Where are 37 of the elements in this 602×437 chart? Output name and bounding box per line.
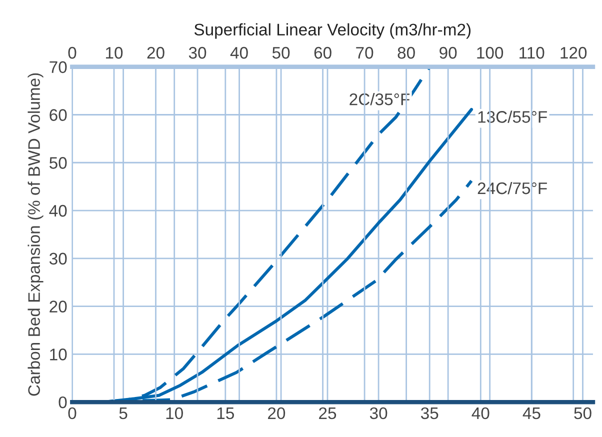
y-tick-label: 20 [50, 300, 67, 312]
x2-tick-label: 0 [68, 46, 76, 59]
x-tick-label: 45 [522, 408, 540, 420]
x-tick-label: 5 [119, 408, 128, 420]
x2-tick-label: 90 [440, 46, 457, 59]
x-tick-label: 25 [319, 407, 336, 420]
x2-tick-label: 100 [477, 46, 504, 59]
x-tick-label: 30 [370, 407, 388, 420]
y-axis-title: Carbon Bed Expansion (% of BWD Volume) [28, 73, 44, 396]
x-tick-label: 15 [217, 408, 234, 420]
x-tick-label: 0 [68, 407, 76, 420]
y-tick-label: 50 [50, 157, 67, 169]
y-tick-label: 10 [50, 348, 67, 360]
x2-tick-label: 20 [147, 46, 164, 59]
y-tick-label: 30 [49, 252, 67, 265]
series-label: 24C/75°F [478, 182, 547, 194]
x2-axis-title: Superficial Linear Velocity (m3/hr-m2) [194, 23, 471, 39]
series-label: 13C/55°F [478, 110, 547, 123]
x-tick-label: 20 [268, 407, 286, 420]
x-tick-label: 10 [166, 407, 183, 420]
x-tick-label: 35 [420, 407, 438, 420]
x2-tick-label: 40 [230, 46, 248, 59]
y-tick-label: 40 [49, 204, 67, 217]
x-tick-label: 50 [574, 407, 592, 420]
x2-tick-label: 110 [520, 46, 544, 59]
x2-tick-label: 30 [188, 46, 206, 59]
x-tick-label: 40 [472, 407, 490, 420]
x2-tick-label: 70 [356, 46, 374, 59]
y-tick-label: 70 [50, 61, 67, 74]
x2-tick-label: 80 [398, 46, 415, 59]
series-label: 2C/35°F [350, 92, 410, 106]
y-tick-label: 60 [50, 109, 67, 121]
y-tick-label: 0 [58, 396, 67, 408]
x2-tick-label: 10 [106, 46, 123, 59]
x2-tick-label: 60 [314, 46, 332, 59]
x2-tick-label: 50 [272, 46, 290, 59]
x2-tick-label: 120 [560, 46, 587, 59]
